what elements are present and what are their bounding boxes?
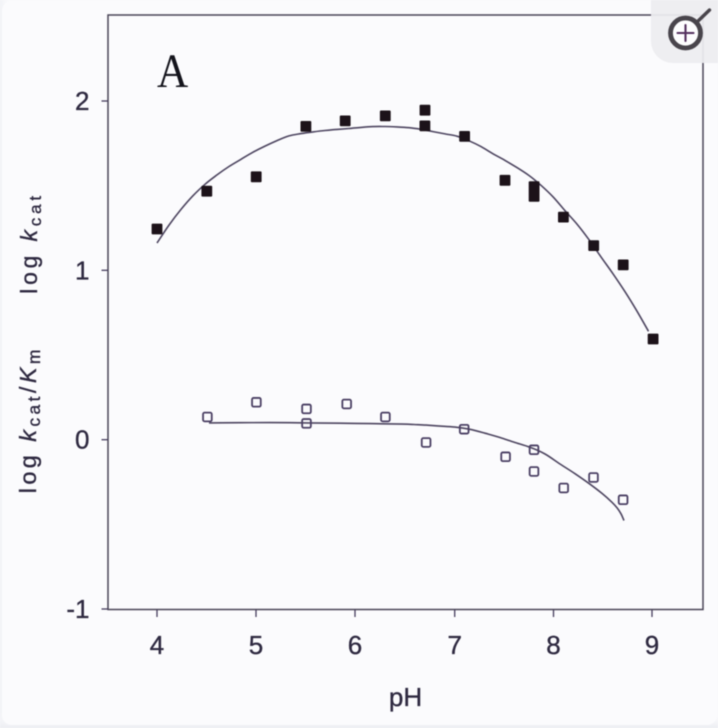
svg-text:8: 8 [546, 630, 560, 660]
svg-text:9: 9 [645, 630, 659, 660]
svg-text:A: A [157, 45, 188, 97]
svg-text:4: 4 [150, 630, 164, 660]
svg-text:pH: pH [389, 682, 422, 712]
svg-text:1: 1 [75, 255, 89, 285]
svg-text:log kcat/Km: log kcat/Km [15, 346, 44, 493]
svg-text:-1: -1 [66, 594, 89, 624]
svg-text:7: 7 [447, 630, 461, 660]
svg-text:2: 2 [75, 86, 89, 116]
svg-text:log kcat: log kcat [16, 192, 45, 294]
svg-text:5: 5 [249, 630, 263, 660]
svg-text:0: 0 [75, 425, 89, 455]
svg-text:6: 6 [348, 630, 362, 660]
